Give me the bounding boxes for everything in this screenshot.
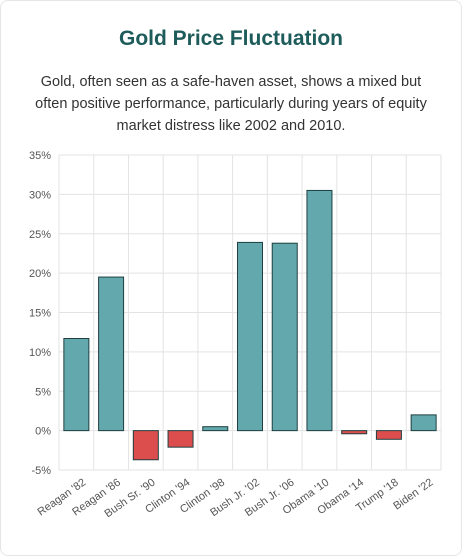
y-axis: -5% 0% 5% 10% 15% 20% 25% 30% 35% — [29, 150, 51, 477]
y-tick-label: -5% — [31, 465, 51, 477]
y-tick-label: 25% — [29, 229, 51, 241]
bar-10 — [410, 414, 437, 432]
y-tick-label: 10% — [29, 347, 51, 359]
bar-0 — [63, 337, 90, 432]
bar-6 — [271, 242, 298, 432]
y-tick-label: 30% — [29, 189, 51, 201]
y-tick-label: 5% — [35, 386, 51, 398]
bar-1 — [98, 276, 125, 432]
y-tick-label: 0% — [35, 426, 51, 438]
bar-2 — [132, 430, 159, 461]
bar-7 — [306, 189, 333, 432]
y-tick-label: 35% — [29, 150, 51, 162]
bars — [63, 189, 437, 461]
bar-5 — [236, 241, 264, 432]
bar-3 — [167, 430, 194, 448]
chart-subtitle: Gold, often seen as a safe-haven asset, … — [35, 74, 427, 134]
y-tick-label: 20% — [29, 268, 51, 280]
bar-4 — [202, 426, 229, 432]
bar-8 — [341, 430, 368, 435]
x-tick-label: Biden '22 — [391, 477, 435, 513]
chart-title: Gold Price Fluctuation — [118, 27, 344, 50]
y-tick-label: 15% — [29, 308, 51, 320]
bar-9 — [375, 430, 402, 440]
